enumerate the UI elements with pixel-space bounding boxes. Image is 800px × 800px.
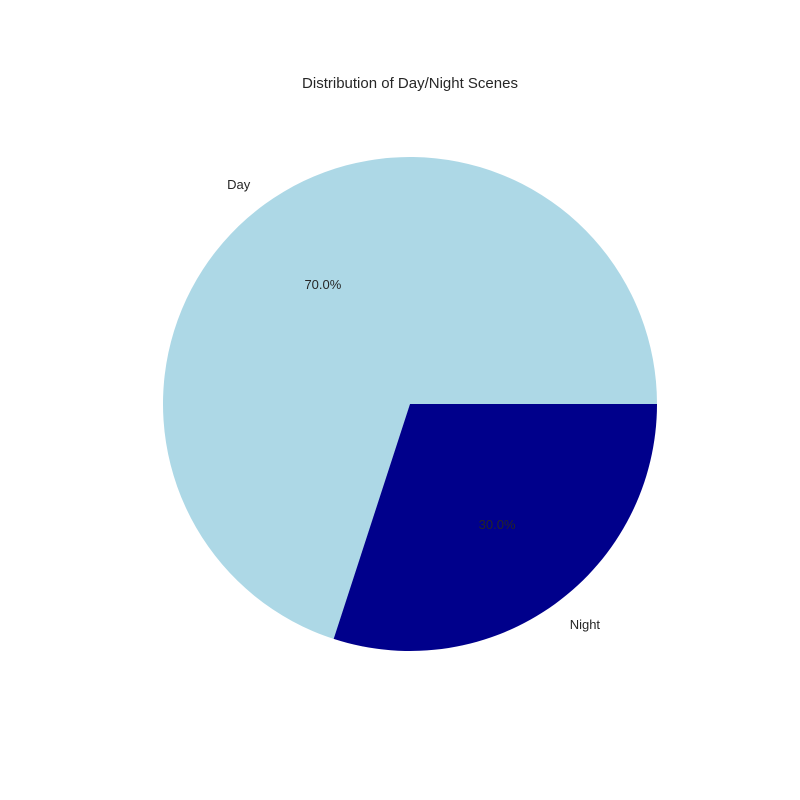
percent-label-night: 30.0% [479,517,516,532]
pie-labels: Day 70.0% Night 30.0% [227,177,600,632]
slice-label-day: Day [227,177,251,192]
pie-slice-day [163,156,657,639]
pie-slice-night [333,404,657,651]
chart-title: Distribution of Day/Night Scenes [302,75,518,92]
slice-label-night: Night [570,617,601,632]
percent-label-day: 70.0% [304,277,341,292]
pie-slices [163,156,657,651]
